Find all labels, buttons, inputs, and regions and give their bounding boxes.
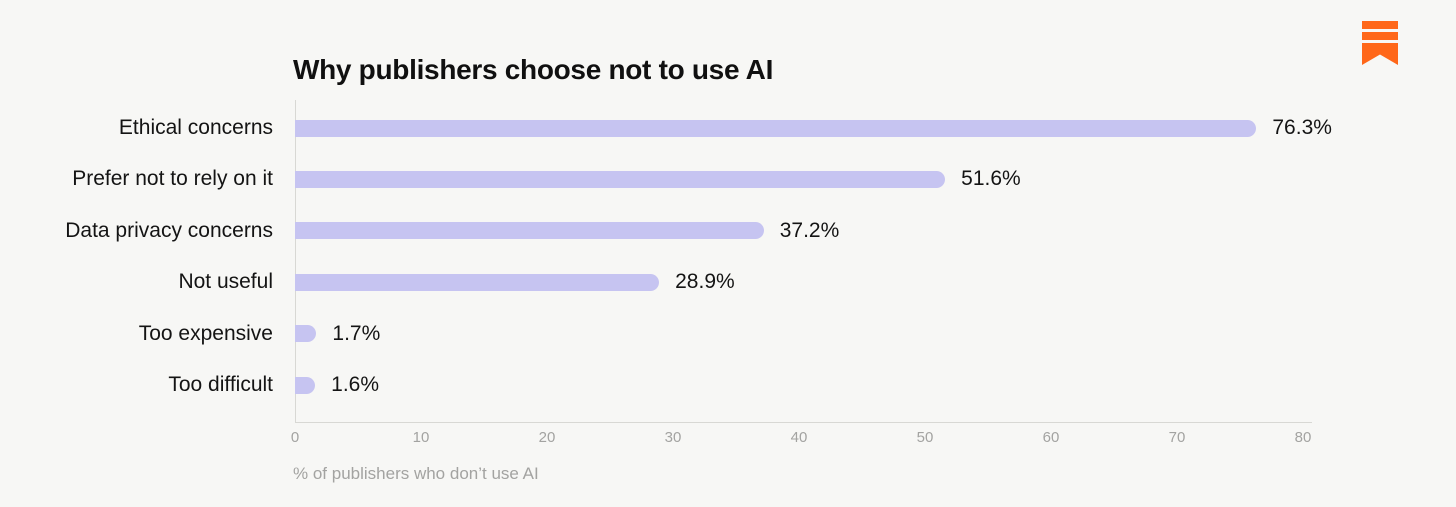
x-axis-tick-label: 0 xyxy=(290,429,300,446)
x-axis-tick-label: 30 xyxy=(664,429,682,446)
x-axis-caption: % of publishers who don’t use AI xyxy=(293,464,539,483)
category-label: Not useful xyxy=(178,270,273,294)
bar xyxy=(295,325,317,343)
x-axis-tick-label: 80 xyxy=(1294,429,1312,446)
x-axis-tick-label: 20 xyxy=(538,429,556,446)
value-label: 51.6% xyxy=(961,167,1021,191)
chart-title: Why publishers choose not to use AI xyxy=(293,54,774,85)
x-axis-tick-label: 40 xyxy=(790,429,808,446)
category-label: Ethical concerns xyxy=(118,116,273,139)
category-label: Data privacy concerns xyxy=(65,218,273,242)
value-label: 1.6% xyxy=(331,373,380,396)
x-axis-tick-label: 10 xyxy=(412,429,430,446)
category-label: Too difficult xyxy=(168,373,273,396)
x-axis-tick-label: 60 xyxy=(1042,429,1060,446)
substack-bookmark-icon xyxy=(1362,21,1398,65)
bar xyxy=(295,273,660,291)
category-label: Too expensive xyxy=(138,321,273,345)
bar xyxy=(295,222,764,240)
value-label: 1.7% xyxy=(332,321,381,345)
bar xyxy=(295,119,1257,137)
value-label: 76.3% xyxy=(1272,116,1332,139)
value-label: 37.2% xyxy=(779,218,840,242)
category-label: Prefer not to rely on it xyxy=(72,167,273,191)
x-axis-tick-label: 50 xyxy=(916,429,934,446)
value-label: 28.9% xyxy=(675,270,735,294)
x-axis-line xyxy=(295,422,1312,423)
bar xyxy=(295,376,316,394)
y-axis-line xyxy=(295,100,296,422)
bar xyxy=(295,170,946,188)
x-axis-tick-label: 70 xyxy=(1168,429,1186,446)
